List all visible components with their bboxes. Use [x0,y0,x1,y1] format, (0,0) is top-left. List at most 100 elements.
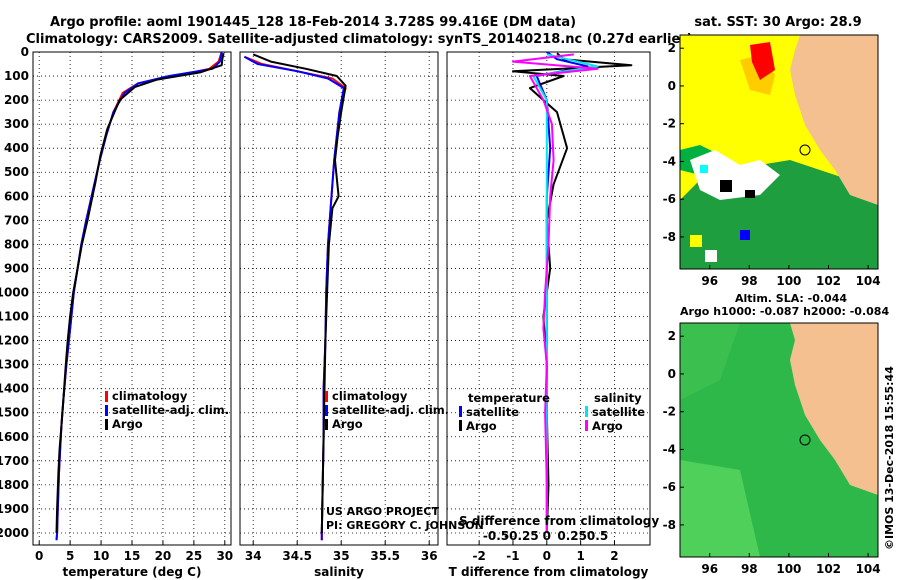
pressure-tick-label: 1300 [0,358,29,372]
difference-xtick-label: 2 [610,549,618,563]
map1ticks-lon-label: 102 [816,274,841,288]
salinity-legend-swatch [325,405,328,416]
pressure-tick-label: 2000 [0,526,29,540]
project-annotation-1: US ARGO PROJECT [326,505,439,518]
title-line-1: Argo profile: aoml 1901445_128 18-Feb-20… [50,15,576,30]
difference-xtick-label: 1 [576,549,584,563]
temperature-xtick-label: 0 [35,549,43,563]
sst-map [679,34,879,270]
tdiff-legend-swatch [459,406,462,417]
map1ticks-lon-label: 104 [856,274,881,288]
pressure-tick-label: 1700 [0,454,29,468]
temperature-xtick-label: 10 [93,549,110,563]
map2-title-2: Argo h1000: -0.087 h2000: -0.084 [680,305,889,318]
pressure-tick-label: 1500 [0,406,29,420]
map1ticks-lon-label: 96 [701,274,718,288]
pressure-tick-label: 800 [4,237,29,251]
temperature-legend-swatch [105,405,108,416]
salinity-xtick-label: 34 [245,549,262,563]
panel-salinity: 34 34.5 35 35.5 36 salinity climatologysatelli… [239,51,449,579]
difference-xlabel: T difference from climatology [449,565,649,579]
salinity-legend-swatch [325,419,328,430]
pressure-tick-label: 700 [4,213,29,227]
credit-stamp: ©IMOS 13-Dec-2018 15:55:44 [883,366,896,550]
pressure-tick-label: 400 [4,141,29,155]
sdiff-legend-swatch [585,406,588,417]
salinity-xtick-label: 36 [421,549,438,563]
map2ticks-lon-label: 98 [741,562,758,576]
map2ticks-lat-label: -4 [663,442,676,456]
tdiff-legend-header: temperature [468,391,550,405]
temperature-legend-label: satellite-adj. clim. [112,403,229,417]
map2-title-1: Altim. SLA: -0.044 [735,292,847,305]
tdiff-legend-label: satellite [466,405,519,419]
pressure-tick-label: 600 [4,189,29,203]
tdiff-legend-label: Argo [466,419,497,433]
temperature-xtick-label: 5 [66,549,74,563]
temperature-series-group [55,52,225,541]
map2ticks-lat-label: -2 [663,405,676,419]
temperature-frame [32,51,232,546]
pressure-tick-label: 1800 [0,478,29,492]
map2ticks-lon-label: 100 [776,562,801,576]
temperature-xtick-label: 20 [155,549,172,563]
salinity-line-argo [252,53,347,534]
pressure-tick-label: 1000 [0,285,29,299]
pressure-tick-label: 0 [21,45,29,59]
sdiff-xtick-label: 0 [543,529,551,543]
map1ticks-lon-label: 100 [776,274,801,288]
sdiff-legend-swatch [585,420,588,431]
sdiff-xtick-label: 0.5 [587,529,608,543]
temperature-xlabel: temperature (deg C) [63,565,202,579]
project-annotation-2: PI: GREGORY C. JOHNSON [326,519,484,532]
map2ticks-lat-label: -8 [663,518,676,532]
difference-xtick-label: 0 [543,549,551,563]
salinity-legend-label: Argo [332,417,363,431]
map1ticks-lat-label: 0 [668,79,676,93]
argo-location-marker [799,144,811,156]
panel-temperature: 0 5 10 15 20 25 30 temperature (deg C) 0 100 200 30… [0,45,233,579]
pressure-tick-label: 1900 [0,502,29,516]
salinity-xtick-label: 35 [333,549,350,563]
map2ticks-lat-label: 0 [668,367,676,381]
pressure-tick-label: 1400 [0,382,29,396]
temperature-xtick-label: 25 [186,549,203,563]
salinity-legend-swatch [325,391,328,402]
temperature-legend-label: climatology [112,389,188,403]
map1ticks-lon-label: 98 [741,274,758,288]
difference-line-s-argo [512,53,599,533]
map1ticks-lat-label: 2 [668,41,676,55]
sdiff-xtick-label: -0.5 [483,529,509,543]
salinity-series-group [243,53,347,541]
map1ticks-lat-label: -4 [663,154,676,168]
pressure-tick-label: 200 [4,93,29,107]
map1ticks-lat-label: -6 [663,192,676,206]
difference-series-group [512,52,633,534]
difference-xtick-label: -1 [506,549,519,563]
temperature-legend-label: Argo [112,417,143,431]
salinity-legend-label: satellite-adj. clim. [332,403,449,417]
sdiff-xlabel: S difference from climatology [459,514,659,528]
temperature-xtick-label: 15 [124,549,141,563]
temperature-legend-swatch [105,419,108,430]
map2ticks-lon-label: 102 [816,562,841,576]
sdiff-legend-label: Argo [592,419,623,433]
temperature-xtick-label: 30 [216,549,233,563]
temperature-legend-swatch [105,391,108,402]
salinity-legend-label: climatology [332,389,408,403]
pressure-tick-label: 1600 [0,430,29,444]
difference-line-s-satellite [532,53,599,533]
map1-title: sat. SST: 30 Argo: 28.9 [694,15,861,30]
difference-xtick-label: -2 [472,549,485,563]
salinity-xlabel: salinity [314,565,364,579]
pressure-tick-label: 1200 [0,334,29,348]
pressure-tick-label: 500 [4,165,29,179]
pressure-tick-label: 100 [4,69,29,83]
temperature-line-argo [55,52,225,534]
sdiff-legend-label: satellite [592,405,645,419]
map1ticks-lat-label: -8 [663,230,676,244]
altimetry-map [679,322,879,558]
map2ticks-lon-label: 96 [701,562,718,576]
